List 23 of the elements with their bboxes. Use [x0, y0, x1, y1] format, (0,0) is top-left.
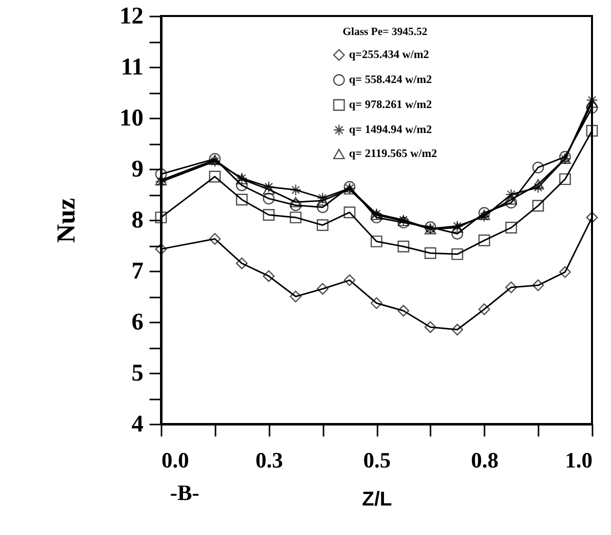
x-tick-label: 0.8	[471, 448, 498, 472]
y-tick-label: 7	[132, 258, 144, 284]
legend-title: Glass Pe= 3945.52	[342, 26, 428, 38]
legend-label: q= 2119.565 w/m2	[349, 148, 438, 160]
x-axis-title: Z/L	[362, 488, 392, 510]
y-tick-label: 6	[132, 310, 144, 336]
y-tick-label: 5	[132, 360, 144, 386]
legend-label: q= 1494.94 w/m2	[349, 124, 432, 136]
y-tick-label: 11	[120, 54, 144, 80]
legend-label: q= 558.424 w/m2	[349, 74, 432, 86]
legend-label: q= 978.261 w/m2	[349, 99, 432, 111]
legend-label: q=255.434 w/m2	[349, 49, 430, 61]
x-tick-label: 0.3	[256, 448, 283, 472]
y-tick-label: 9	[132, 156, 144, 182]
text: -B-	[170, 480, 200, 506]
x-tick-label: 0.5	[363, 448, 391, 472]
y-tick-label: 4	[132, 412, 144, 438]
x-tick-label: 1.0	[565, 448, 592, 472]
y-tick-label: 8	[132, 208, 144, 234]
x-tick-label: 0.0	[162, 448, 189, 472]
y-axis-title: Nuz	[52, 198, 80, 243]
y-tick-label: 12	[120, 4, 144, 30]
y-tick-label: 10	[120, 106, 144, 132]
